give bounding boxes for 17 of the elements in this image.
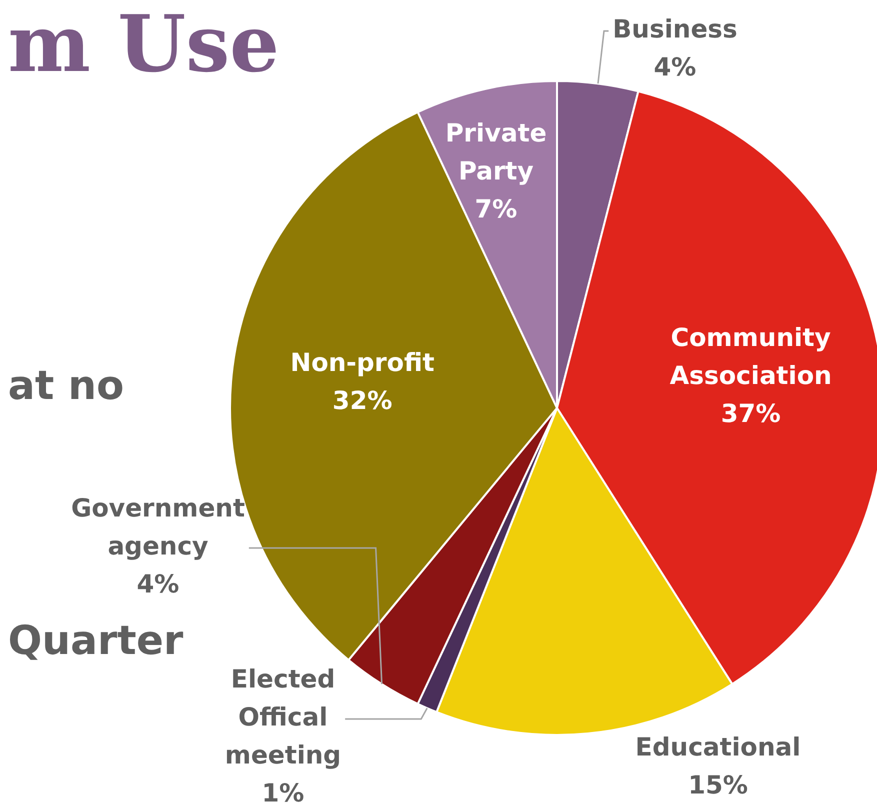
data-label: 32%: [332, 386, 392, 415]
text: Quarter: [8, 618, 184, 664]
slice-label: Government agency: [71, 494, 245, 560]
slice-label: Business: [612, 14, 738, 44]
data-label: 37%: [720, 398, 781, 428]
text: at no: [8, 363, 124, 409]
slice-label: Elected Offical meeting: [224, 664, 342, 770]
slice-label: Non-profit: [290, 348, 434, 377]
slice-label: Educational: [635, 732, 801, 762]
slice-label: Private Party: [445, 118, 547, 186]
data-label: 4%: [654, 52, 696, 82]
data-label: 1%: [262, 778, 304, 805]
slice-label: Community Association: [670, 322, 832, 390]
chart-title: m Use: [8, 7, 280, 90]
data-label: 7%: [474, 194, 518, 224]
data-label: 4%: [136, 570, 180, 598]
data-label: 15%: [688, 770, 748, 800]
